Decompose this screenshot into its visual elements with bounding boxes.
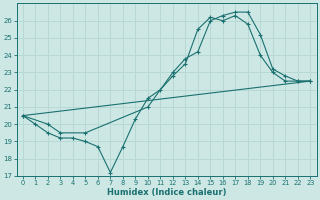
- X-axis label: Humidex (Indice chaleur): Humidex (Indice chaleur): [107, 188, 226, 197]
